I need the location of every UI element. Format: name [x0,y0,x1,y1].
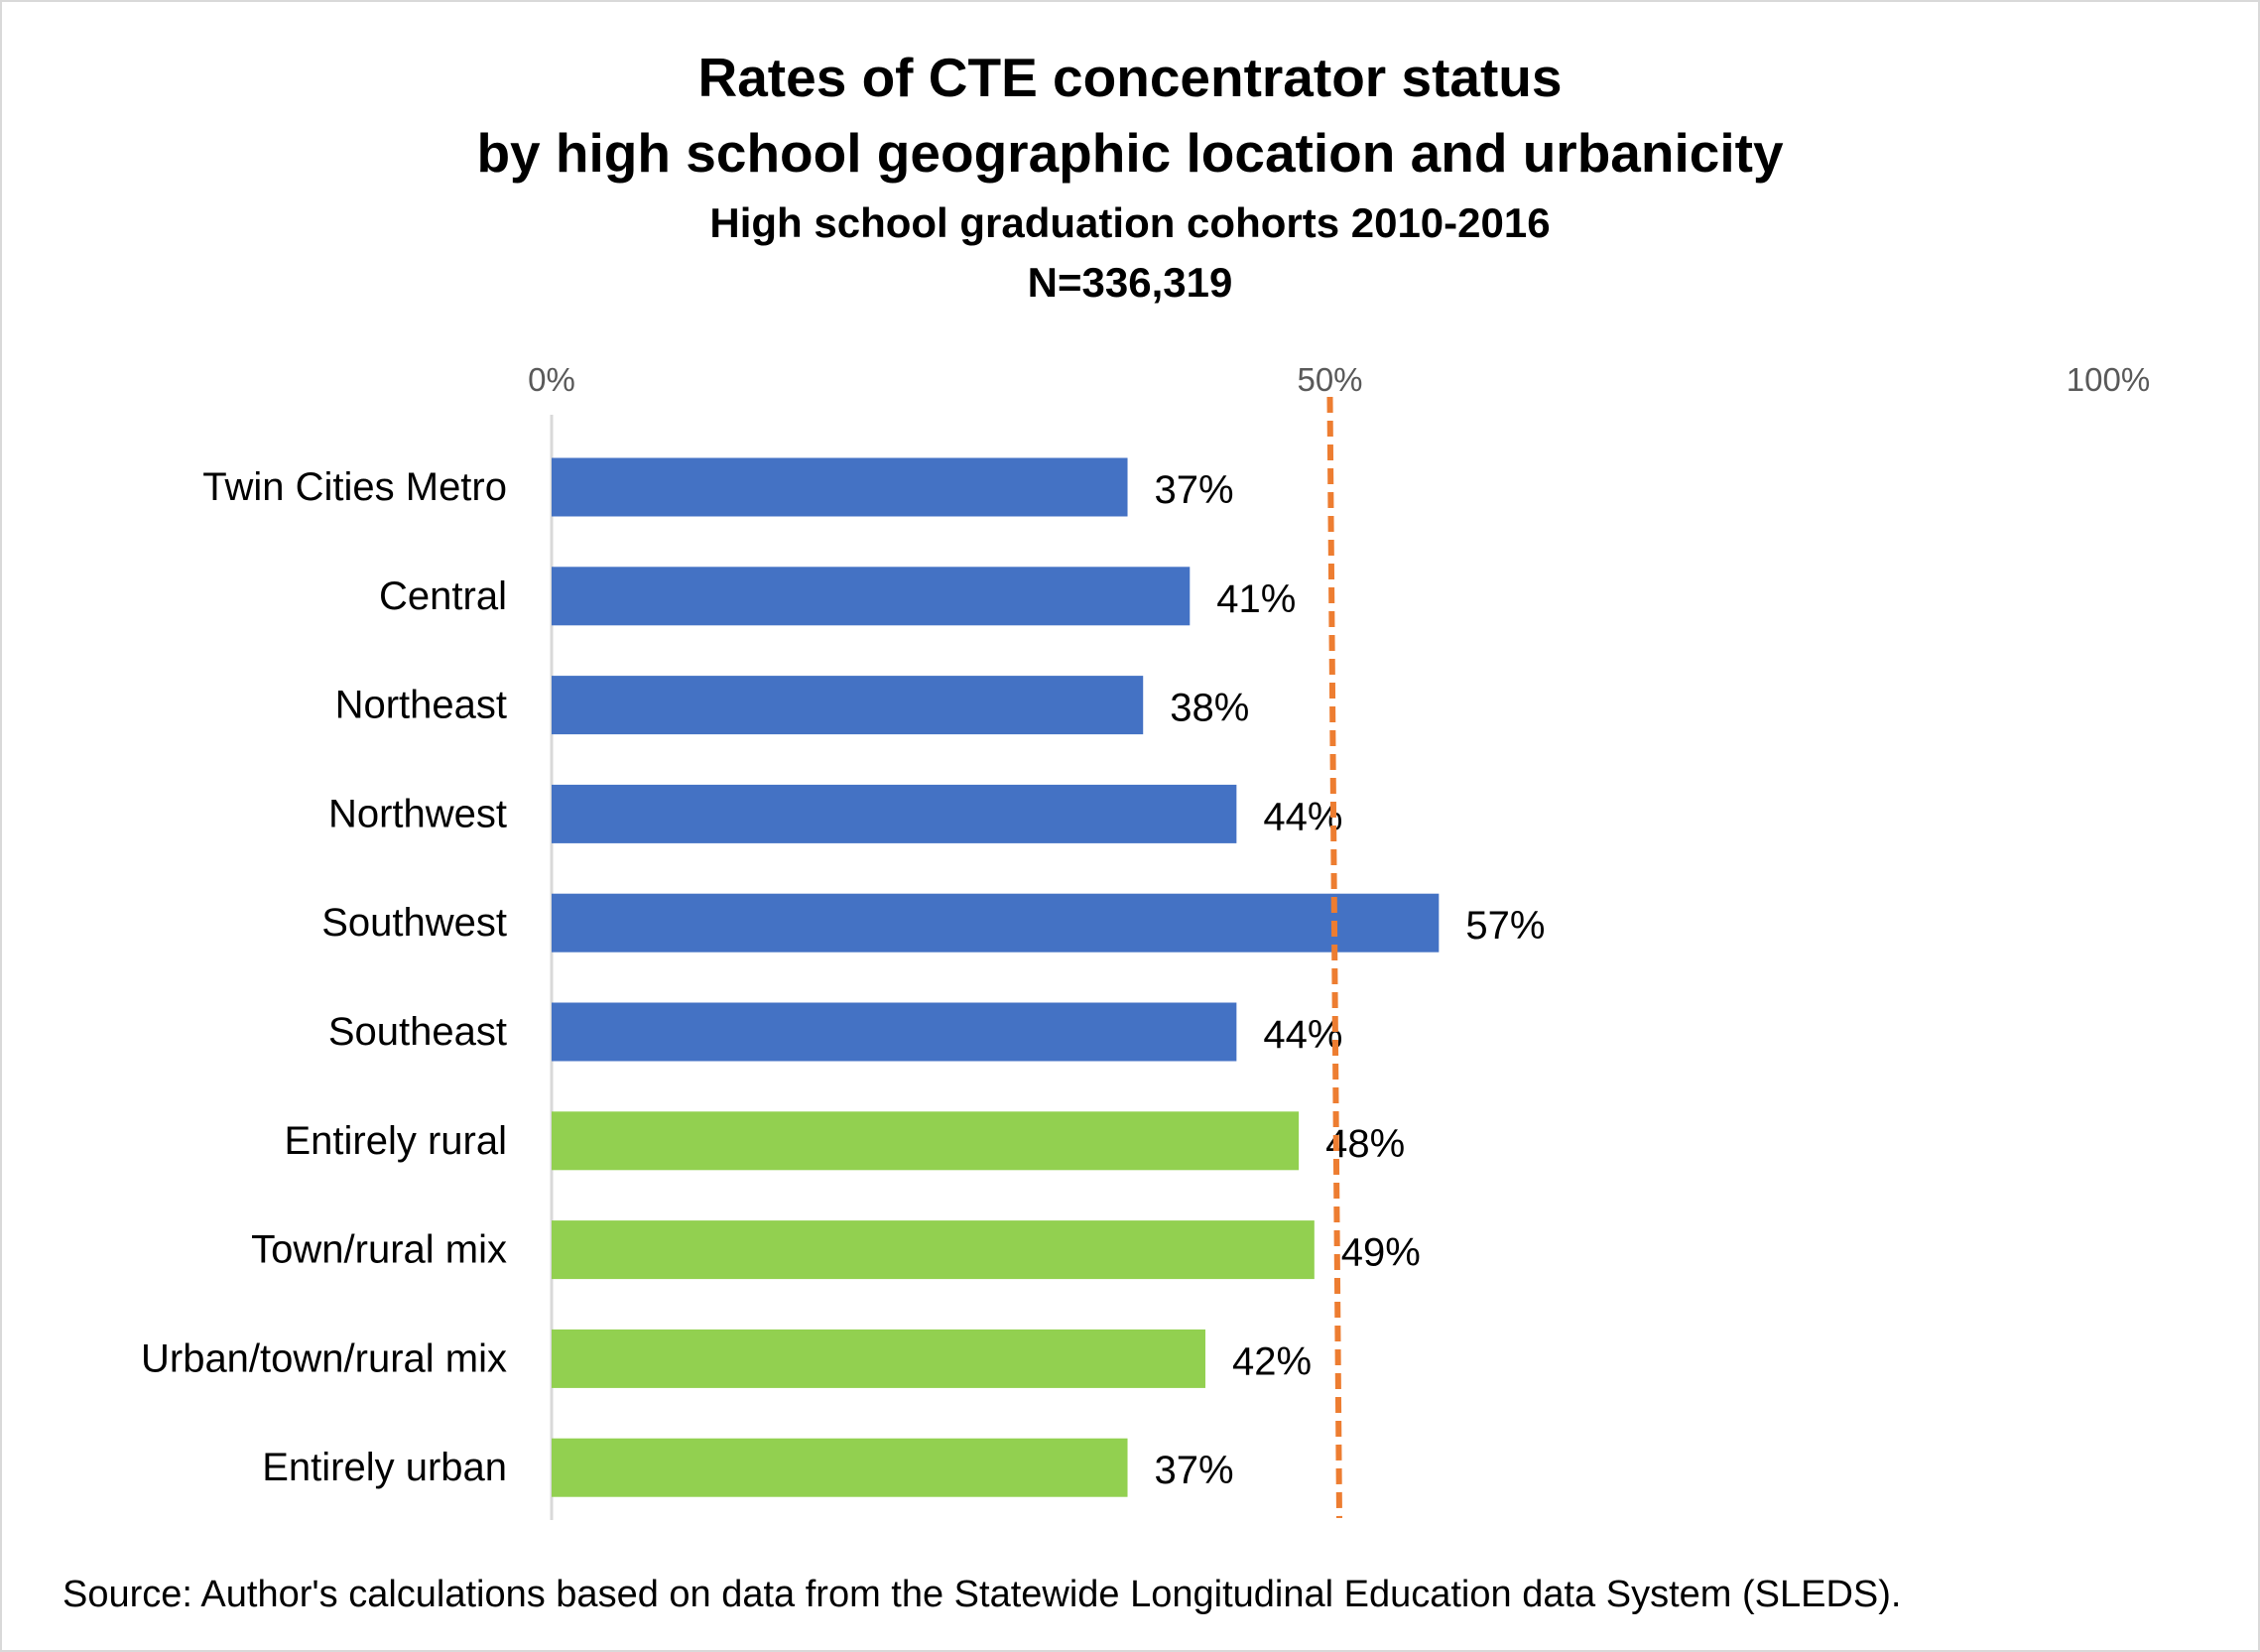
data-label: 44% [1263,795,1342,838]
category-label: Twin Cities Metro [202,465,507,509]
category-label: Southeast [328,1010,507,1054]
bar [552,676,1144,735]
category-label: Urban/town/rural mix [141,1336,507,1380]
data-label: 37% [1155,1449,1234,1492]
data-label: 42% [1232,1339,1312,1383]
category-label: Entirely urban [262,1446,507,1489]
data-label: 44% [1263,1013,1342,1057]
category-label: Town/rural mix [251,1228,507,1272]
chart-title-line-1: Rates of CTE concentrator status [697,47,1563,108]
category-label: Entirely rural [284,1119,507,1163]
data-label: 49% [1341,1231,1421,1275]
bar [552,893,1440,953]
data-label: 41% [1216,577,1296,621]
category-label: Northeast [335,684,507,727]
x-tick-label: 0% [528,361,575,398]
bar [552,1220,1315,1280]
data-label: 57% [1465,904,1545,948]
bar [552,784,1237,843]
bar [552,1329,1205,1388]
x-tick-label: 50% [1297,361,1362,398]
chart-subtitle-line-1: High school graduation cohorts 2010-2016 [709,199,1551,246]
category-label: Northwest [328,792,507,835]
bar [552,567,1191,626]
bar [552,457,1128,517]
bar [552,1111,1300,1171]
reference-line-50 [1326,396,1342,1519]
category-label: Central [379,574,507,618]
chart-subtitle-line-2: N=336,319 [1027,259,1233,306]
chart-title-line-2: by high school geographic location and u… [476,122,1784,184]
category-label: Southwest [321,901,507,945]
x-tick-label: 100% [2067,361,2150,398]
bar [552,1438,1128,1497]
data-label: 37% [1155,468,1234,512]
bar [552,1002,1237,1062]
data-label: 38% [1170,687,1249,730]
source-note: Source: Author's calculations based on d… [63,1574,1902,1615]
